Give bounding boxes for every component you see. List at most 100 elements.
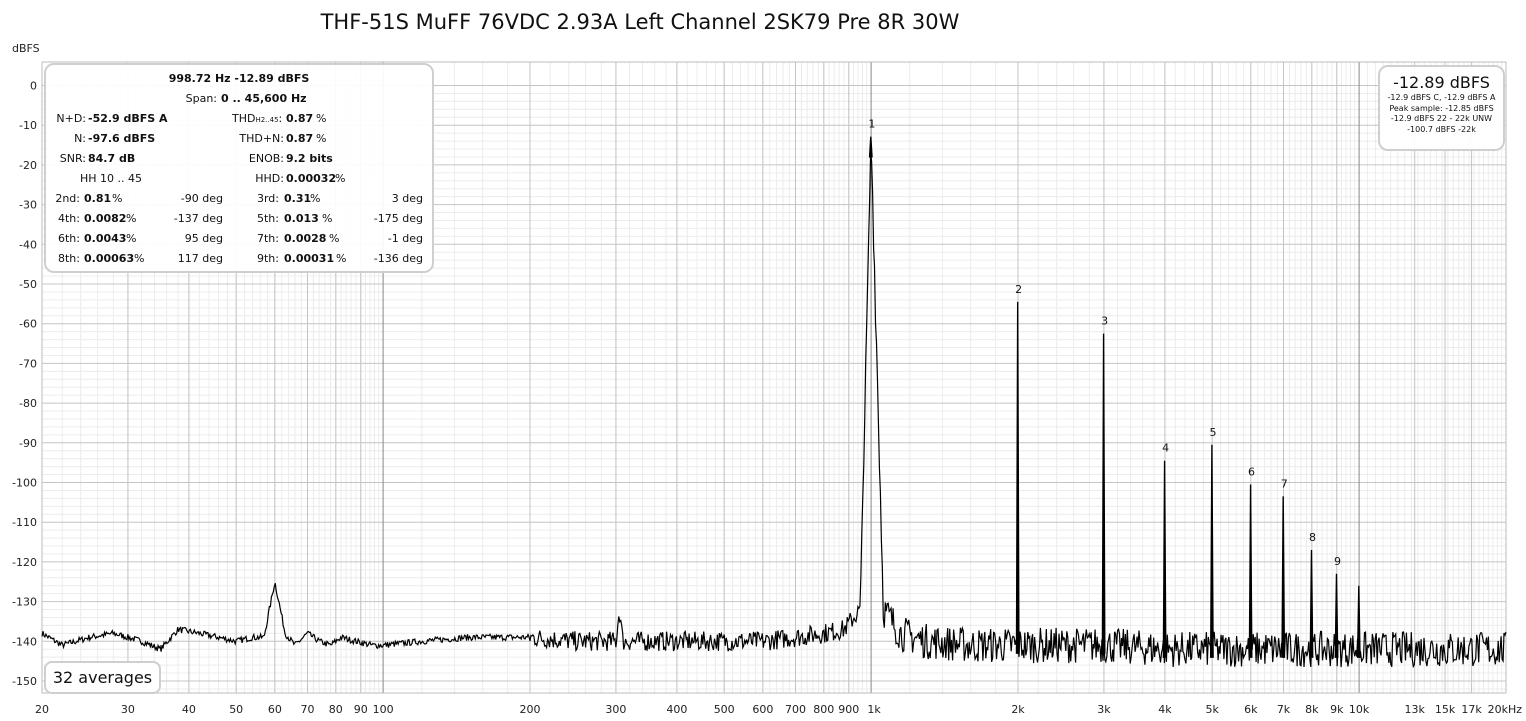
- harmonic-unit: %: [329, 232, 340, 245]
- harmonic-label: 6th:: [58, 232, 80, 245]
- enob-value: 9.2 bits: [286, 152, 333, 165]
- harmonic-peak: [1309, 549, 1314, 658]
- hhd-value: 0.00032: [286, 172, 337, 185]
- x-tick-label: 600: [752, 703, 773, 716]
- harmonic-value: 0.0043: [84, 232, 127, 245]
- y-tick-label: -30: [19, 199, 37, 212]
- y-tick-label: -90: [19, 437, 37, 450]
- y-tick-label: -120: [12, 556, 37, 569]
- enob-label: ENOB:: [248, 152, 284, 165]
- fundamental-readout: 998.72 Hz -12.89 dBFS: [168, 72, 310, 85]
- level-readout-main: -12.89 dBFS: [1393, 73, 1490, 92]
- harmonic-phase: 95 deg: [184, 232, 223, 245]
- harmonic-value: 0.81: [84, 192, 112, 205]
- harmonic-unit: %: [112, 192, 123, 205]
- x-tick-label: 90: [354, 703, 368, 716]
- harmonic-unit: %: [322, 212, 333, 225]
- harmonic-unit: %: [126, 212, 137, 225]
- x-tick-label: 400: [666, 703, 687, 716]
- x-tick-label: 800: [813, 703, 834, 716]
- x-tick-label: 7k: [1277, 703, 1291, 716]
- y-tick-label: -70: [19, 357, 37, 370]
- x-tick-label: 2k: [1011, 703, 1025, 716]
- harmonic-phase: 117 deg: [177, 252, 223, 265]
- harmonic-peak: [1101, 333, 1106, 654]
- x-tick-label: 15k: [1435, 703, 1456, 716]
- x-tick-label: 20kHz: [1488, 703, 1523, 716]
- x-tick-label: 1k: [867, 703, 881, 716]
- harmonic-peak-label: 4: [1162, 442, 1169, 455]
- x-axis-ticks: 20 30 40 50 60 70 80 90 100 200 300 400 500 600 700 800…: [35, 703, 1522, 716]
- x-tick-label: 20: [35, 703, 49, 716]
- x-tick-label: 70: [301, 703, 315, 716]
- hhd-unit: %: [335, 172, 346, 185]
- harmonic-peak: [868, 136, 873, 158]
- span-value: 0 .. 45,600 Hz: [221, 92, 307, 105]
- x-tick-label: 40: [182, 703, 196, 716]
- nd-value: -52.9 dBFS A: [88, 112, 168, 125]
- x-tick-label: 17k: [1461, 703, 1482, 716]
- x-tick-label: 200: [520, 703, 541, 716]
- harmonic-peak-label: 6: [1248, 465, 1255, 478]
- harmonic-unit: %: [336, 252, 347, 265]
- x-tick-label: 9k: [1330, 703, 1344, 716]
- harmonic-label: 5th:: [257, 212, 279, 225]
- noise-label: N:: [74, 132, 86, 145]
- thd-value: 0.87: [286, 112, 314, 125]
- y-tick-label: -10: [19, 119, 37, 132]
- harmonic-peak-label: 5: [1209, 426, 1216, 439]
- y-axis-unit-label: dBFS: [12, 42, 40, 55]
- y-tick-label: -20: [19, 159, 37, 172]
- chart-title: THF-51S MuFF 76VDC 2.93A Left Channel 2S…: [320, 10, 960, 34]
- harmonic-unit: %: [126, 232, 137, 245]
- y-tick-label: -130: [12, 596, 37, 609]
- y-tick-label: -80: [19, 397, 37, 410]
- harmonic-peak: [1162, 460, 1167, 658]
- thdn-label: THD+N:: [239, 132, 284, 145]
- harmonic-label: 7th:: [257, 232, 279, 245]
- hhd-label: HHD:: [255, 172, 284, 185]
- harmonic-value: 0.00031: [284, 252, 335, 265]
- harmonic-phase: 3 deg: [391, 192, 423, 205]
- noise-value: -97.6 dBFS: [88, 132, 156, 145]
- harmonic-value: 0.00063: [84, 252, 135, 265]
- harmonic-peak: [1281, 496, 1286, 658]
- x-tick-label: 900: [838, 703, 859, 716]
- harmonic-peak: [1334, 573, 1339, 658]
- level-readout-band: -100.7 dBFS -22k: [1407, 124, 1476, 134]
- harmonic-peak-label: 2: [1015, 283, 1022, 296]
- level-readout-unweighted: -12.9 dBFS 22 - 22k UNW: [1390, 114, 1493, 123]
- harmonic-peak: [1015, 301, 1020, 654]
- harmonic-value: 0.0028: [284, 232, 327, 245]
- harmonic-label: 4th:: [58, 212, 80, 225]
- x-tick-label: 80: [329, 703, 343, 716]
- harmonic-peak-label: 7: [1281, 477, 1288, 490]
- harmonic-phase: -136 deg: [373, 252, 423, 265]
- thd-unit: %: [316, 112, 327, 125]
- spectrum-trace: [41, 136, 1507, 669]
- snr-value: 84.7 dB: [88, 152, 136, 165]
- major-gridlines: [41, 62, 1507, 693]
- harmonic-label: 2nd:: [55, 192, 80, 205]
- averages-badge: 32 averages: [44, 661, 161, 694]
- harmonic-peak-labels: 1 2 3 4 5 6 7 8 9: [868, 118, 1341, 568]
- y-tick-label: -150: [12, 675, 37, 688]
- y-tick-label: -40: [19, 238, 37, 251]
- harmonic-phase: -1 deg: [387, 232, 423, 245]
- snr-label: SNR:: [59, 152, 86, 165]
- harmonic-label: 9th:: [257, 252, 279, 265]
- x-tick-label: 13k: [1405, 703, 1426, 716]
- harmonic-phase: -137 deg: [173, 212, 223, 225]
- x-tick-label: 50: [229, 703, 243, 716]
- harmonic-unit: %: [134, 252, 145, 265]
- thd-label: THDH2..45:: [232, 112, 283, 125]
- x-tick-label: 60: [268, 703, 282, 716]
- y-tick-label: -140: [12, 635, 37, 648]
- y-tick-label: -60: [19, 318, 37, 331]
- plot-frame: [41, 61, 1507, 694]
- x-tick-label: 700: [785, 703, 806, 716]
- harmonic-peak-label: 3: [1101, 315, 1108, 328]
- harmonic-unit: %: [310, 192, 321, 205]
- x-tick-label: 500: [714, 703, 735, 716]
- y-tick-label: -110: [12, 516, 37, 529]
